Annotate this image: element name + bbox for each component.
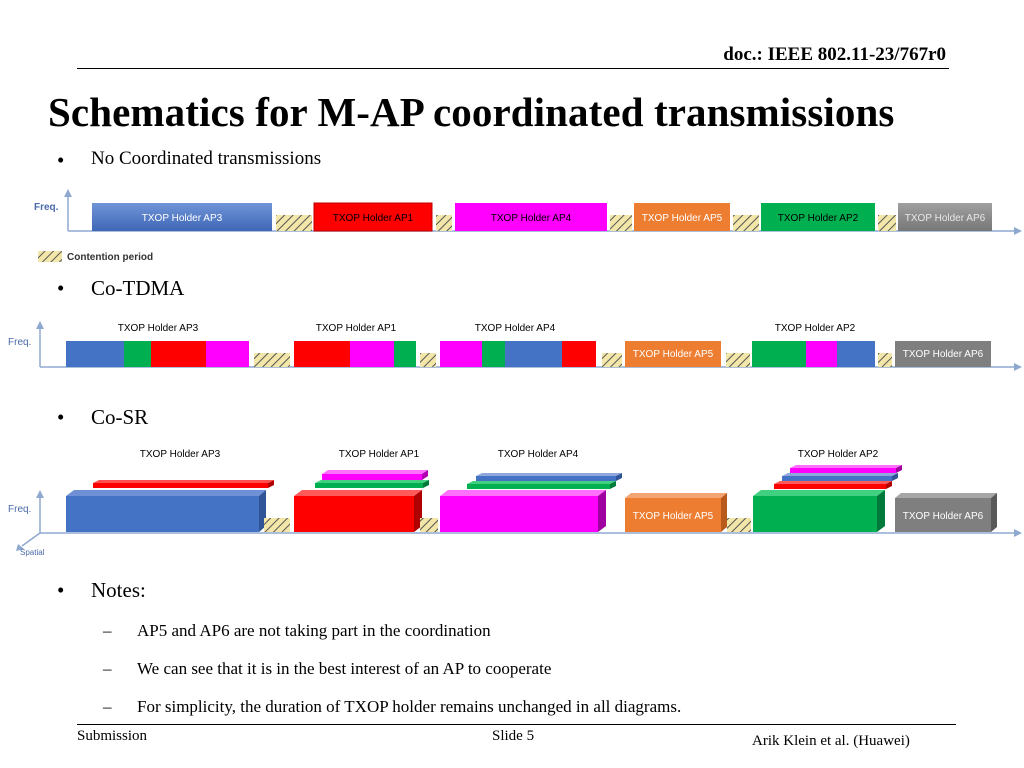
- contention-period: [610, 215, 632, 231]
- sr-block-ap4: [440, 496, 598, 532]
- slot-ap4: [350, 341, 394, 367]
- spatial-axis-label: Spatial: [20, 548, 45, 557]
- tdma-label-ap2: TXOP Holder AP2: [775, 323, 856, 334]
- contention-period: [878, 353, 892, 367]
- freq-axis-label: Freq.: [8, 504, 31, 515]
- contention-period: [276, 215, 312, 231]
- co-tdma-diagram: TXOP Holder AP3 TXOP Holder AP1 TXOP Hol…: [8, 321, 1022, 371]
- block-ap5-label: TXOP Holder AP5: [633, 349, 714, 360]
- slot-ap2: [752, 341, 806, 367]
- block-ap5: [634, 203, 730, 231]
- co-sr-diagram: TXOP Holder AP3 TXOP Holder AP1 TXOP Hol…: [8, 449, 1022, 557]
- sr-label-ap1: TXOP Holder AP1: [339, 449, 420, 460]
- sr-label-ap3: TXOP Holder AP3: [140, 449, 221, 460]
- bullet-text: No Coordinated transmissions: [91, 148, 322, 169]
- slot-ap3: [837, 341, 875, 367]
- bullet-dot: •: [57, 405, 65, 429]
- block-ap6-label: TXOP Holder AP6: [903, 349, 984, 360]
- tdma-label-ap3: TXOP Holder AP3: [118, 323, 199, 334]
- note-text: We can see that it is in the best intere…: [137, 659, 552, 678]
- slot-ap4: [206, 341, 249, 367]
- block-ap6: [895, 341, 991, 367]
- slot-ap2: [394, 341, 416, 367]
- sr-block-ap5-label: TXOP Holder AP5: [633, 511, 714, 522]
- footer-author: Arik Klein et al. (Huawei): [752, 733, 910, 749]
- contention-period: [264, 518, 290, 532]
- slot-ap4: [440, 341, 482, 367]
- no-coordination-diagram: Freq. TXOP Holder AP3 TXOP Holder AP1 TX…: [34, 189, 1022, 263]
- contention-legend-swatch: [38, 251, 62, 262]
- bullet-text: Co-SR: [91, 405, 149, 429]
- sr-block-ap6: [895, 498, 991, 532]
- sr-block-ap3: [66, 496, 259, 532]
- slot-ap2: [124, 341, 151, 367]
- contention-period: [254, 353, 290, 367]
- contention-period: [726, 353, 750, 367]
- bullet-dot: •: [57, 148, 65, 172]
- header-divider: [77, 68, 949, 69]
- sr-label-ap2: TXOP Holder AP2: [798, 449, 879, 460]
- block-ap1: [313, 202, 433, 232]
- freq-axis-label: Freq.: [8, 337, 31, 348]
- block-ap5: [625, 341, 721, 367]
- bullet-dot: •: [57, 276, 65, 300]
- contention-period: [602, 353, 622, 367]
- note-dash: –: [103, 697, 112, 716]
- slot-ap3: [66, 341, 124, 367]
- bullet-dot: •: [57, 578, 65, 602]
- tdma-label-ap4: TXOP Holder AP4: [475, 323, 556, 334]
- contention-legend-label: Contention period: [67, 252, 153, 263]
- document-id: doc.: IEEE 802.11-23/767r0: [723, 44, 946, 65]
- contention-period: [733, 215, 759, 231]
- note-text: For simplicity, the duration of TXOP hol…: [137, 697, 682, 716]
- block-ap6-label: TXOP Holder AP6: [905, 213, 986, 224]
- block-ap1-label: TXOP Holder AP1: [333, 213, 414, 224]
- block-ap2-label: TXOP Holder AP2: [778, 213, 859, 224]
- contention-period: [420, 518, 438, 532]
- sr-stack-ap4: [440, 473, 622, 532]
- block-ap5-label: TXOP Holder AP5: [642, 213, 723, 224]
- block-ap4-label: TXOP Holder AP4: [491, 213, 572, 224]
- footer-submission: Submission: [77, 728, 148, 744]
- block-ap3-label: TXOP Holder AP3: [142, 213, 223, 224]
- slide-title: Schematics for M-AP coordinated transmis…: [48, 89, 895, 135]
- sr-stack-ap5: TXOP Holder AP5: [625, 493, 727, 532]
- sr-stack-ap3: [66, 480, 274, 532]
- spatial-axis: [21, 532, 41, 547]
- slot-ap3: [505, 341, 562, 367]
- sr-block-ap5: [625, 498, 721, 532]
- bullet-text: Notes:: [91, 578, 146, 602]
- note-text: AP5 and AP6 are not taking part in the c…: [137, 621, 491, 640]
- block-ap3: [92, 203, 272, 231]
- contention-period: [727, 518, 751, 532]
- footer-slide-number: Slide 5: [492, 728, 535, 744]
- slot-ap1: [294, 341, 350, 367]
- sr-label-ap4: TXOP Holder AP4: [498, 449, 579, 460]
- block-ap4: [455, 203, 607, 231]
- sr-block-ap1: [294, 496, 414, 532]
- slot-ap2: [482, 341, 505, 367]
- contention-period: [436, 215, 452, 231]
- slot-ap1: [151, 341, 206, 367]
- sr-stack-ap1: [294, 470, 429, 532]
- footer-divider: [77, 724, 956, 725]
- sr-block-ap6-label: TXOP Holder AP6: [903, 511, 984, 522]
- block-ap2: [761, 203, 875, 231]
- slot-ap1: [562, 341, 596, 367]
- note-dash: –: [103, 621, 112, 640]
- freq-axis-label: Freq.: [34, 202, 59, 213]
- sr-stack-ap6: TXOP Holder AP6: [895, 493, 997, 532]
- tdma-label-ap1: TXOP Holder AP1: [316, 323, 397, 334]
- sr-stack-ap2: [753, 465, 902, 532]
- note-dash: –: [103, 659, 112, 678]
- sr-block-ap2: [753, 496, 877, 532]
- contention-period: [420, 353, 436, 367]
- bullet-text: Co-TDMA: [91, 276, 185, 300]
- slot-ap4: [806, 341, 837, 367]
- contention-period: [878, 215, 896, 231]
- block-ap6: [898, 203, 992, 231]
